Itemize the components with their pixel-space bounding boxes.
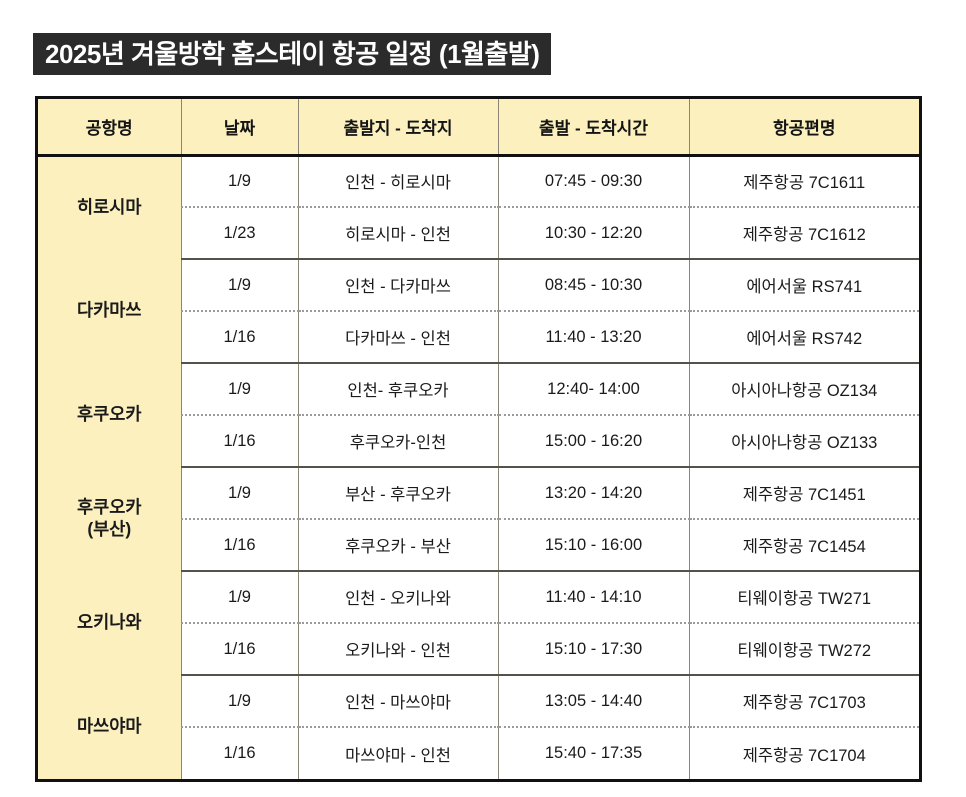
table-header: 공항명 날짜 출발지 - 도착지 출발 - 도착시간 항공편명 (38, 99, 919, 157)
table-row: 후쿠오카 (부산) 1/9 부산 - 후쿠오카 13:20 - 14:20 제주항공 7C… (38, 467, 919, 571)
flight-number-cell: 제주항공 7C1454 (689, 519, 919, 572)
column-header-date: 날짜 (181, 99, 299, 157)
airport-name-cell: 마쓰야마 (38, 675, 182, 779)
flight-date-cell: 1/16 (181, 623, 299, 676)
flight-number-cell: 제주항공 7C1611 (689, 155, 919, 208)
column-header-time: 출발 - 도착시간 (498, 99, 690, 157)
flight-time-cell: 11:40 - 13:20 (498, 311, 690, 364)
airport-name-cell: 히로시마 (38, 155, 182, 259)
table-row: 히로시마 1/9 인천 - 히로시마 07:45 - 09:30 제주항공 7C1611 (38, 155, 919, 259)
flight-schedule-table: 공항명 날짜 출발지 - 도착지 출발 - 도착시간 항공편명 히로시마 1/9 인… (38, 99, 919, 779)
flight-route-cell: 히로시마 - 인천 (298, 207, 499, 260)
flight-date-cell: 1/16 (181, 415, 299, 468)
flight-date-cell: 1/23 (181, 207, 299, 260)
table-row: 1/23 히로시마 - 인천 10:30 - 12:20 제주항공 7C1612 (38, 207, 919, 260)
flight-number-cell: 제주항공 7C1703 (689, 675, 919, 728)
flight-number-cell: 티웨이항공 TW271 (689, 571, 919, 624)
column-header-flight: 항공편명 (689, 99, 919, 157)
flight-number-cell: 아시아나항공 OZ134 (689, 363, 919, 416)
airport-name-line1: 오키나와 (77, 612, 142, 633)
flight-number-cell: 제주항공 7C1612 (689, 207, 919, 260)
airport-name-cell: 오키나와 (38, 571, 182, 675)
flight-date-cell: 1/9 (181, 675, 299, 728)
flight-route-cell: 인천- 후쿠오카 (298, 363, 499, 416)
table-row: 1/16 후쿠오카 - 부산 15:10 - 16:00 제주항공 7C1454 (38, 519, 919, 572)
flight-date-cell: 1/9 (181, 259, 299, 312)
flight-time-cell: 12:40- 14:00 (498, 363, 690, 416)
flight-date-cell: 1/9 (181, 467, 299, 520)
flight-route-cell: 마쓰야마 - 인천 (298, 727, 499, 779)
flight-date-cell: 1/9 (181, 363, 299, 416)
flight-date-cell: 1/16 (181, 311, 299, 364)
flight-time-cell: 13:05 - 14:40 (498, 675, 690, 728)
table-row: 오키나와 1/9 인천 - 오키나와 11:40 - 14:10 티웨이항공 TW271 (38, 571, 919, 675)
flight-time-cell: 15:40 - 17:35 (498, 727, 690, 779)
flight-route-cell: 인천 - 마쓰야마 (298, 675, 499, 728)
page-title-banner: 2025년 겨울방학 홈스테이 항공 일정 (1월출발) (33, 33, 552, 75)
flight-route-cell: 후쿠오카-인천 (298, 415, 499, 468)
table-row: 1/16 마쓰야마 - 인천 15:40 - 17:35 제주항공 7C1704 (38, 727, 919, 779)
flight-time-cell: 07:45 - 09:30 (498, 155, 690, 208)
table-header-row: 공항명 날짜 출발지 - 도착지 출발 - 도착시간 항공편명 (38, 99, 919, 157)
flight-route-cell: 인천 - 다카마쓰 (298, 259, 499, 312)
flight-number-cell: 제주항공 7C1704 (689, 727, 919, 779)
airport-name-line1: 후쿠오카 (77, 404, 142, 425)
airport-name-cell: 다카마쓰 (38, 259, 182, 363)
flight-date-cell: 1/9 (181, 571, 299, 624)
table-row: 1/16 다카마쓰 - 인천 11:40 - 13:20 에어서울 RS742 (38, 311, 919, 364)
table-row: 1/16 후쿠오카-인천 15:00 - 16:20 아시아나항공 OZ133 (38, 415, 919, 468)
flight-time-cell: 13:20 - 14:20 (498, 467, 690, 520)
flight-time-cell: 11:40 - 14:10 (498, 571, 690, 624)
airport-name-line1: 마쓰야마 (77, 716, 142, 737)
flight-time-cell: 08:45 - 10:30 (498, 259, 690, 312)
flight-time-cell: 15:10 - 17:30 (498, 623, 690, 676)
flight-route-cell: 인천 - 히로시마 (298, 155, 499, 208)
flight-number-cell: 티웨이항공 TW272 (689, 623, 919, 676)
column-header-route: 출발지 - 도착지 (298, 99, 499, 157)
table-row: 다카마쓰 1/9 인천 - 다카마쓰 08:45 - 10:30 에어서울 RS741 (38, 259, 919, 363)
flight-route-cell: 인천 - 오키나와 (298, 571, 499, 624)
flight-date-cell: 1/16 (181, 519, 299, 572)
schedule-table-container: 공항명 날짜 출발지 - 도착지 출발 - 도착시간 항공편명 히로시마 1/9 인… (35, 96, 922, 782)
airport-name-line1: 히로시마 (77, 196, 142, 217)
table-body: 히로시마 1/9 인천 - 히로시마 07:45 - 09:30 제주항공 7C1611… (38, 155, 919, 779)
flight-route-cell: 오키나와 - 인천 (298, 623, 499, 676)
flight-number-cell: 제주항공 7C1451 (689, 467, 919, 520)
column-header-airport: 공항명 (38, 99, 182, 157)
flight-date-cell: 1/9 (181, 155, 299, 208)
flight-time-cell: 10:30 - 12:20 (498, 207, 690, 260)
airport-name-cell: 후쿠오카 (부산) (38, 467, 182, 571)
flight-route-cell: 부산 - 후쿠오카 (298, 467, 499, 520)
table-row: 후쿠오카 1/9 인천- 후쿠오카 12:40- 14:00 아시아나항공 OZ134 (38, 363, 919, 467)
flight-date-cell: 1/16 (181, 727, 299, 779)
table-row: 1/16 오키나와 - 인천 15:10 - 17:30 티웨이항공 TW272 (38, 623, 919, 676)
flight-time-cell: 15:00 - 16:20 (498, 415, 690, 468)
page-title: 2025년 겨울방학 홈스테이 항공 일정 (1월출발) (45, 39, 540, 69)
flight-route-cell: 다카마쓰 - 인천 (298, 311, 499, 364)
table-row: 마쓰야마 1/9 인천 - 마쓰야마 13:05 - 14:40 제주항공 7C1703 (38, 675, 919, 779)
airport-name-line1: 후쿠오카 (77, 497, 142, 518)
flight-number-cell: 에어서울 RS741 (689, 259, 919, 312)
flight-number-cell: 에어서울 RS742 (689, 311, 919, 364)
flight-route-cell: 후쿠오카 - 부산 (298, 519, 499, 572)
airport-name-line2: (부산) (87, 519, 132, 539)
flight-time-cell: 15:10 - 16:00 (498, 519, 690, 572)
airport-name-line1: 다카마쓰 (77, 300, 142, 321)
flight-number-cell: 아시아나항공 OZ133 (689, 415, 919, 468)
airport-name-cell: 후쿠오카 (38, 363, 182, 467)
